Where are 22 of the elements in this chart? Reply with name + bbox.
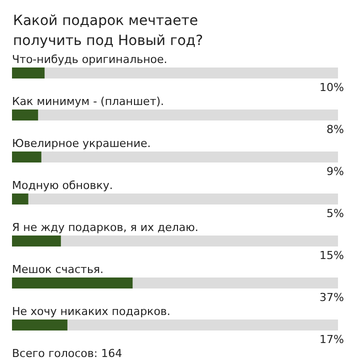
data-label: 10% <box>320 81 344 94</box>
data-label: 9% <box>326 165 344 178</box>
y-tick-label: Я не жду подарков, я их делаю. <box>12 221 198 234</box>
data-label: 8% <box>326 123 344 136</box>
y-tick-label: Мешок счастья. <box>12 263 104 276</box>
bar <box>12 110 38 120</box>
data-label: 37% <box>320 291 344 304</box>
y-tick-label: Как минимум - (планшет). <box>12 95 164 108</box>
annotation: Всего голосов: 164 <box>12 347 122 360</box>
data-label: 5% <box>326 207 344 220</box>
bar <box>12 68 45 78</box>
y-tick-label: Ювелирное украшение. <box>12 137 151 150</box>
bar <box>12 236 61 246</box>
y-tick-label: Не хочу никаких подарков. <box>12 305 170 318</box>
y-tick-label: Что-нибудь оригинальное. <box>12 53 168 66</box>
y-tick-label: Модную обновку. <box>12 179 113 192</box>
bar <box>12 320 68 330</box>
chart-title: Какой подарок мечтаете получить под Новый год? <box>13 13 204 49</box>
bar <box>12 194 28 204</box>
bar <box>12 152 42 162</box>
data-label: 17% <box>320 333 344 346</box>
data-label: 15% <box>320 249 344 262</box>
